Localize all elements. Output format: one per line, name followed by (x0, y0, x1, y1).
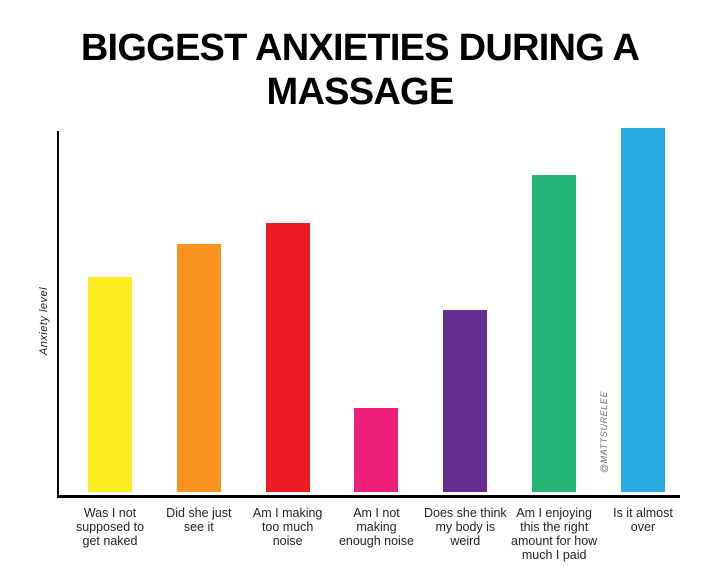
bar-2 (176, 244, 221, 492)
x-label-7: Is it almost over (613, 506, 673, 534)
x-label-5: Does she think my body is weird (423, 506, 507, 548)
plot-area (57, 128, 680, 498)
bar-1 (88, 277, 132, 492)
chart-title: BIGGEST ANXIETIES DURING A MASSAGE (80, 27, 640, 113)
x-label-1: Was I not supposed to get naked (75, 506, 145, 548)
bar-6 (532, 175, 577, 492)
x-axis-line (57, 495, 680, 498)
x-label-2: Did she just see it (166, 506, 232, 534)
y-axis-label: Anxiety level (38, 286, 50, 356)
bar-3 (265, 222, 310, 492)
x-labels: Was I not supposed to get naked Did she j… (57, 506, 680, 576)
watermark: @MATTSURELEE (599, 390, 609, 474)
x-label-6: Am I enjoying this the right amount for … (511, 506, 598, 562)
bar-7 (620, 128, 665, 492)
bar-5 (443, 310, 488, 492)
x-label-3: Am I making too much noise (252, 506, 323, 548)
x-label-4: Am I not making enough noise (338, 506, 415, 548)
y-axis-line (57, 131, 59, 498)
bar-4 (354, 408, 399, 492)
